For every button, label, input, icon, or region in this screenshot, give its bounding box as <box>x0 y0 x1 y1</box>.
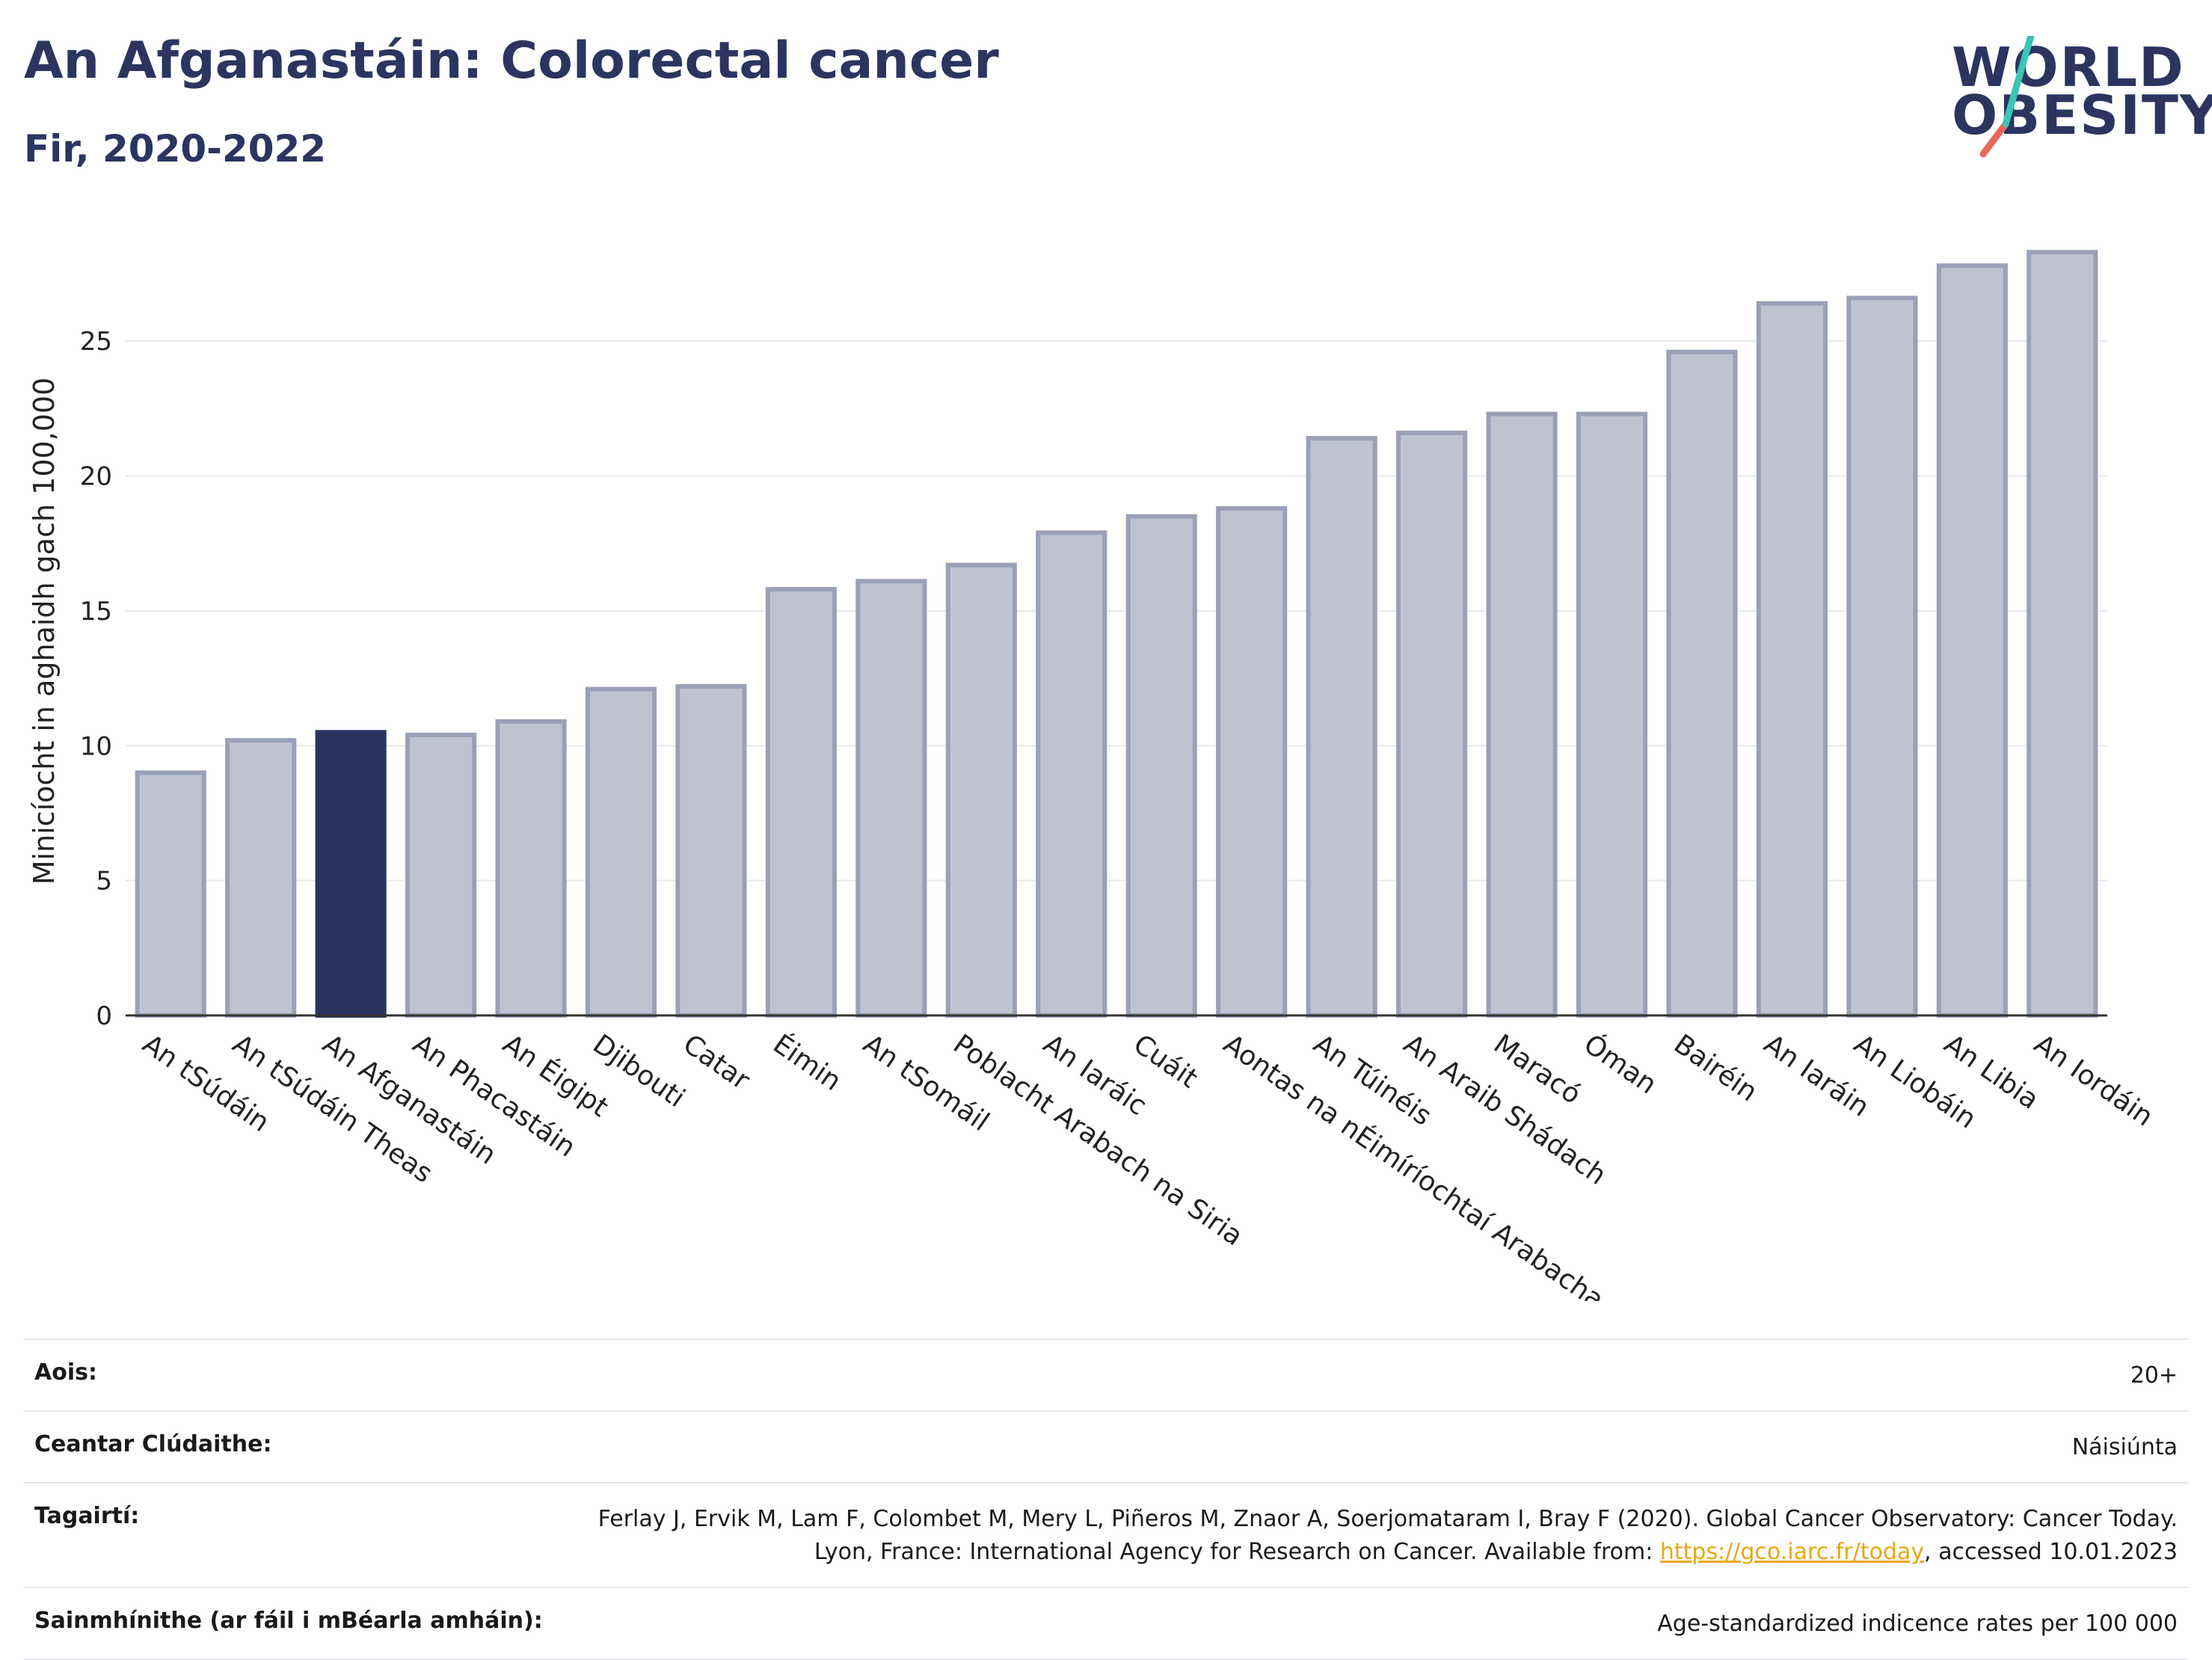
bar <box>495 719 567 1018</box>
references-label: Tagairtí: <box>34 1503 140 1529</box>
logo-line-1: WORLD <box>1952 36 2185 99</box>
bar <box>1846 295 1918 1018</box>
references-link[interactable]: https://gco.iarc.fr/today <box>1659 1539 1925 1565</box>
footer-row-references: Tagairtí: Ferlay J, Ervik M, Lam F, Colo… <box>24 1482 2188 1587</box>
references-text: Ferlay J, Ervik M, Lam F, Colombet M, Me… <box>597 1506 2178 1565</box>
x-tick-label: Catar <box>678 1029 755 1096</box>
bar <box>855 579 927 1018</box>
y-tick-label: 15 <box>80 597 112 627</box>
bar <box>1396 430 1468 1018</box>
logo-slash-red <box>1979 120 2009 158</box>
definitions-value: Age-standardized indicence rates per 100… <box>1657 1611 2178 1637</box>
x-tick-label: Cuáit <box>1128 1029 1203 1095</box>
bar <box>1125 514 1197 1018</box>
bar <box>315 730 387 1018</box>
logo-slash-teal <box>2002 36 2035 128</box>
bar <box>1936 263 2008 1018</box>
bar <box>1576 411 1648 1018</box>
bar <box>2027 250 2098 1018</box>
metadata-table: Aois: 20+ Ceantar Clúdaithe: Náisiúnta T… <box>24 1338 2188 1660</box>
bar <box>1216 505 1288 1018</box>
bar <box>1756 301 1828 1018</box>
bar <box>1486 411 1558 1018</box>
y-tick-label: 10 <box>80 731 112 761</box>
bar <box>585 686 657 1018</box>
references-value: Ferlay J, Ervik M, Lam F, Colombet M, Me… <box>577 1503 2178 1569</box>
chart-title: An Afganastáin: Colorectal cancer <box>24 31 999 90</box>
footer-row-age: Aois: 20+ <box>24 1338 2188 1410</box>
definitions-label: Sainmhínithe (ar fáil i mBéarla amháin): <box>34 1608 543 1634</box>
x-tick-label: Óman <box>1578 1028 1662 1101</box>
bar <box>675 683 747 1018</box>
y-tick-label: 5 <box>96 867 112 897</box>
bar <box>1306 436 1377 1018</box>
age-label: Aois: <box>34 1359 97 1386</box>
bar <box>1036 530 1107 1018</box>
bar <box>405 732 477 1018</box>
bar <box>765 587 837 1018</box>
bar <box>225 738 297 1018</box>
bar <box>945 562 1017 1018</box>
logo-slash-icon <box>1979 36 2035 158</box>
references-accessed: , accessed 10.01.2023 <box>1924 1539 2178 1565</box>
x-tick-label: Éimin <box>767 1028 847 1097</box>
y-tick-label: 25 <box>80 327 112 357</box>
world-obesity-logo: WORLD OBESITY <box>1952 36 2212 163</box>
x-tick-label: Bairéin <box>1668 1029 1763 1108</box>
age-value: 20+ <box>2130 1362 2178 1389</box>
bar <box>135 770 206 1018</box>
x-tick-label: An Iordáin <box>2029 1029 2159 1133</box>
y-axis-label: Minicíocht in aghaidh gach 100,000 <box>28 378 61 885</box>
y-tick-label: 20 <box>80 462 112 492</box>
coverage-value: Náisiúnta <box>2071 1434 2178 1460</box>
bar <box>1666 349 1738 1018</box>
y-tick-label: 0 <box>96 1001 112 1031</box>
chart-subtitle: Fir, 2020-2022 <box>24 127 327 170</box>
coverage-label: Ceantar Clúdaithe: <box>34 1431 272 1457</box>
bar-chart: 0 5 10 15 20 25 Minicíocht in aghaidh gach 100… <box>28 250 2159 1301</box>
footer-row-definitions: Sainmhínithe (ar fáil i mBéarla amháin):… <box>24 1587 2188 1660</box>
footer-row-coverage: Ceantar Clúdaithe: Náisiúnta <box>24 1410 2188 1482</box>
